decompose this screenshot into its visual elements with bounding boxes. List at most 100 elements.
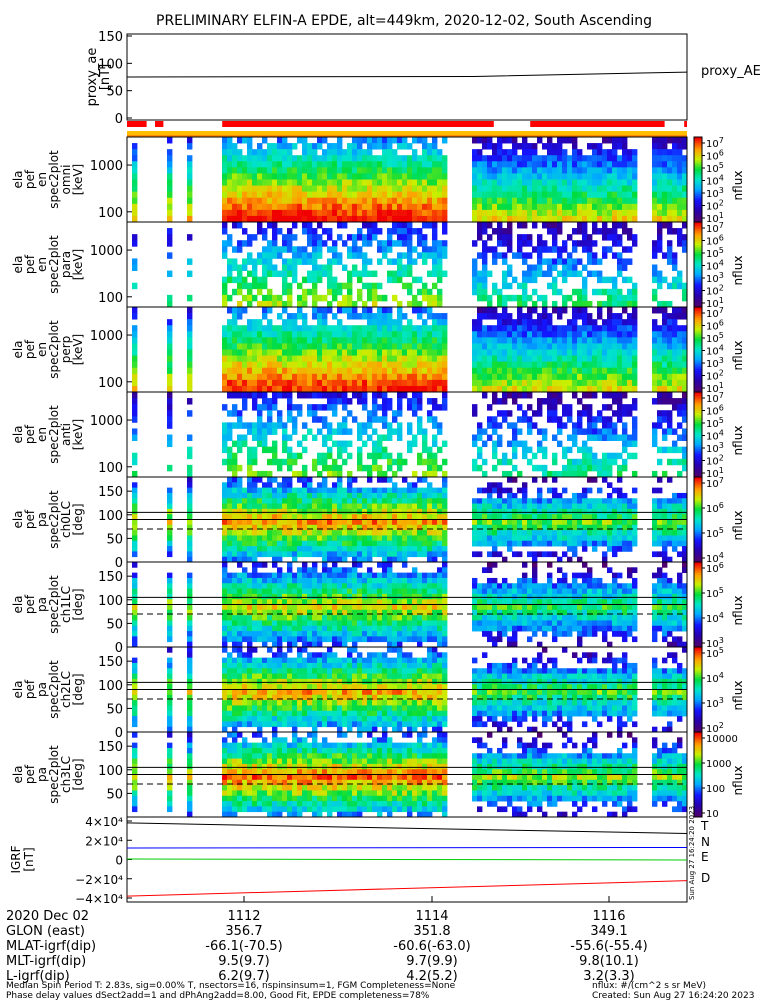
heatmap-cell [187,519,193,526]
heatmap-cell [327,191,333,199]
heatmap-cell [527,161,533,168]
heatmap-cell [627,331,633,338]
heatmap-cell [232,492,238,499]
heatmap-cell [392,191,398,199]
heatmap-cell [477,535,483,542]
heatmap-cell [277,458,283,466]
heatmap-cell [592,319,598,326]
colorbar-step [694,245,702,248]
heatmap-cell [267,143,273,150]
heatmap-cell [387,458,393,466]
heatmap-cell [582,470,588,478]
heatmap-cell [632,337,638,344]
heatmap-cell [387,373,393,381]
heatmap-cell [557,540,563,547]
heatmap-cell [337,514,343,520]
heatmap-cell [422,492,428,499]
heatmap-cell [482,343,488,350]
heatmap-cell [362,155,368,162]
heatmap-cell [332,428,338,435]
heatmap-cell [522,355,528,363]
heatmap-cell [472,288,478,296]
heatmap-cell [277,464,283,472]
heatmap-cell [482,313,488,320]
heatmap-cell [577,167,583,174]
heatmap-cell [307,228,313,235]
heatmap-cell [562,325,568,332]
heatmap-cell [302,294,308,302]
heatmap-cell [257,535,263,542]
heatmap-cell [432,209,438,217]
heatmap-cell [267,246,273,253]
heatmap-cell [442,373,448,381]
heatmap-cell [507,519,513,526]
heatmap-cell [552,155,558,162]
heatmap-cell [557,222,563,229]
heatmap-cell [512,361,518,369]
colorbar-step [694,332,702,336]
heatmap-cell [132,508,138,515]
heatmap-cell [412,508,418,515]
heatmap-cell [397,185,403,193]
heatmap-cell [332,161,338,168]
heatmap-cell [602,185,608,193]
heatmap-cell [517,185,523,193]
colorbar-step [694,372,702,376]
heatmap-cell [362,349,368,356]
heatmap-cell [167,464,173,472]
heatmap-cell [622,373,628,381]
heatmap-cell [252,179,258,186]
heatmap-cell [252,258,258,265]
heatmap-cell [362,240,368,247]
colorbar-tick-base: 10 [706,457,719,468]
heatmap-cell [262,197,268,205]
colorbar-step [694,260,702,263]
heatmap-cell [542,173,548,180]
heatmap-cell [322,343,328,350]
heatmap-cell [667,379,673,387]
heatmap-cell [372,197,378,205]
y-tick-label: 50 [106,85,123,100]
heatmap-cell [367,337,373,344]
heatmap-cell [562,349,568,356]
heatmap-cell [547,203,553,211]
heatmap-cell [252,428,258,435]
heatmap-cell [367,288,373,296]
heatmap-cell [317,361,323,369]
heatmap-cell [517,209,523,217]
heatmap-cell [532,276,538,284]
heatmap-cell [367,228,373,235]
heatmap-cell [682,179,688,186]
heatmap-cell [322,508,328,515]
heatmap-cell [277,422,283,429]
heatmap-cell [257,337,263,344]
heatmap-cell [597,470,603,478]
heatmap-cell [437,355,443,363]
heatmap-cell [577,422,583,429]
heatmap-cell [517,535,523,542]
heatmap-cell [167,546,173,552]
heatmap-cell [432,137,438,144]
heatmap-cell [552,470,558,478]
heatmap-cell [672,252,678,259]
heatmap-cell [352,416,358,423]
heatmap-cell [487,234,493,241]
heatmap-cell [397,398,403,405]
heatmap-cell [507,222,513,229]
colorbar-tick-exp: 5 [719,246,724,255]
heatmap-cell [292,458,298,466]
colorbar-step [694,304,702,308]
heatmap-cell [232,143,238,150]
heatmap-cell [367,173,373,180]
heatmap-cell [482,530,488,536]
heatmap-cell [407,191,413,199]
heatmap-cell [487,503,493,510]
heatmap-cell [492,546,498,552]
heatmap-cell [587,179,593,186]
heatmap-cell [407,343,413,350]
heatmap-cell [512,440,518,448]
heatmap-cell [337,464,343,472]
heatmap-cell [417,240,423,247]
heatmap-cell [247,458,253,466]
heatmap-cell [347,197,353,205]
